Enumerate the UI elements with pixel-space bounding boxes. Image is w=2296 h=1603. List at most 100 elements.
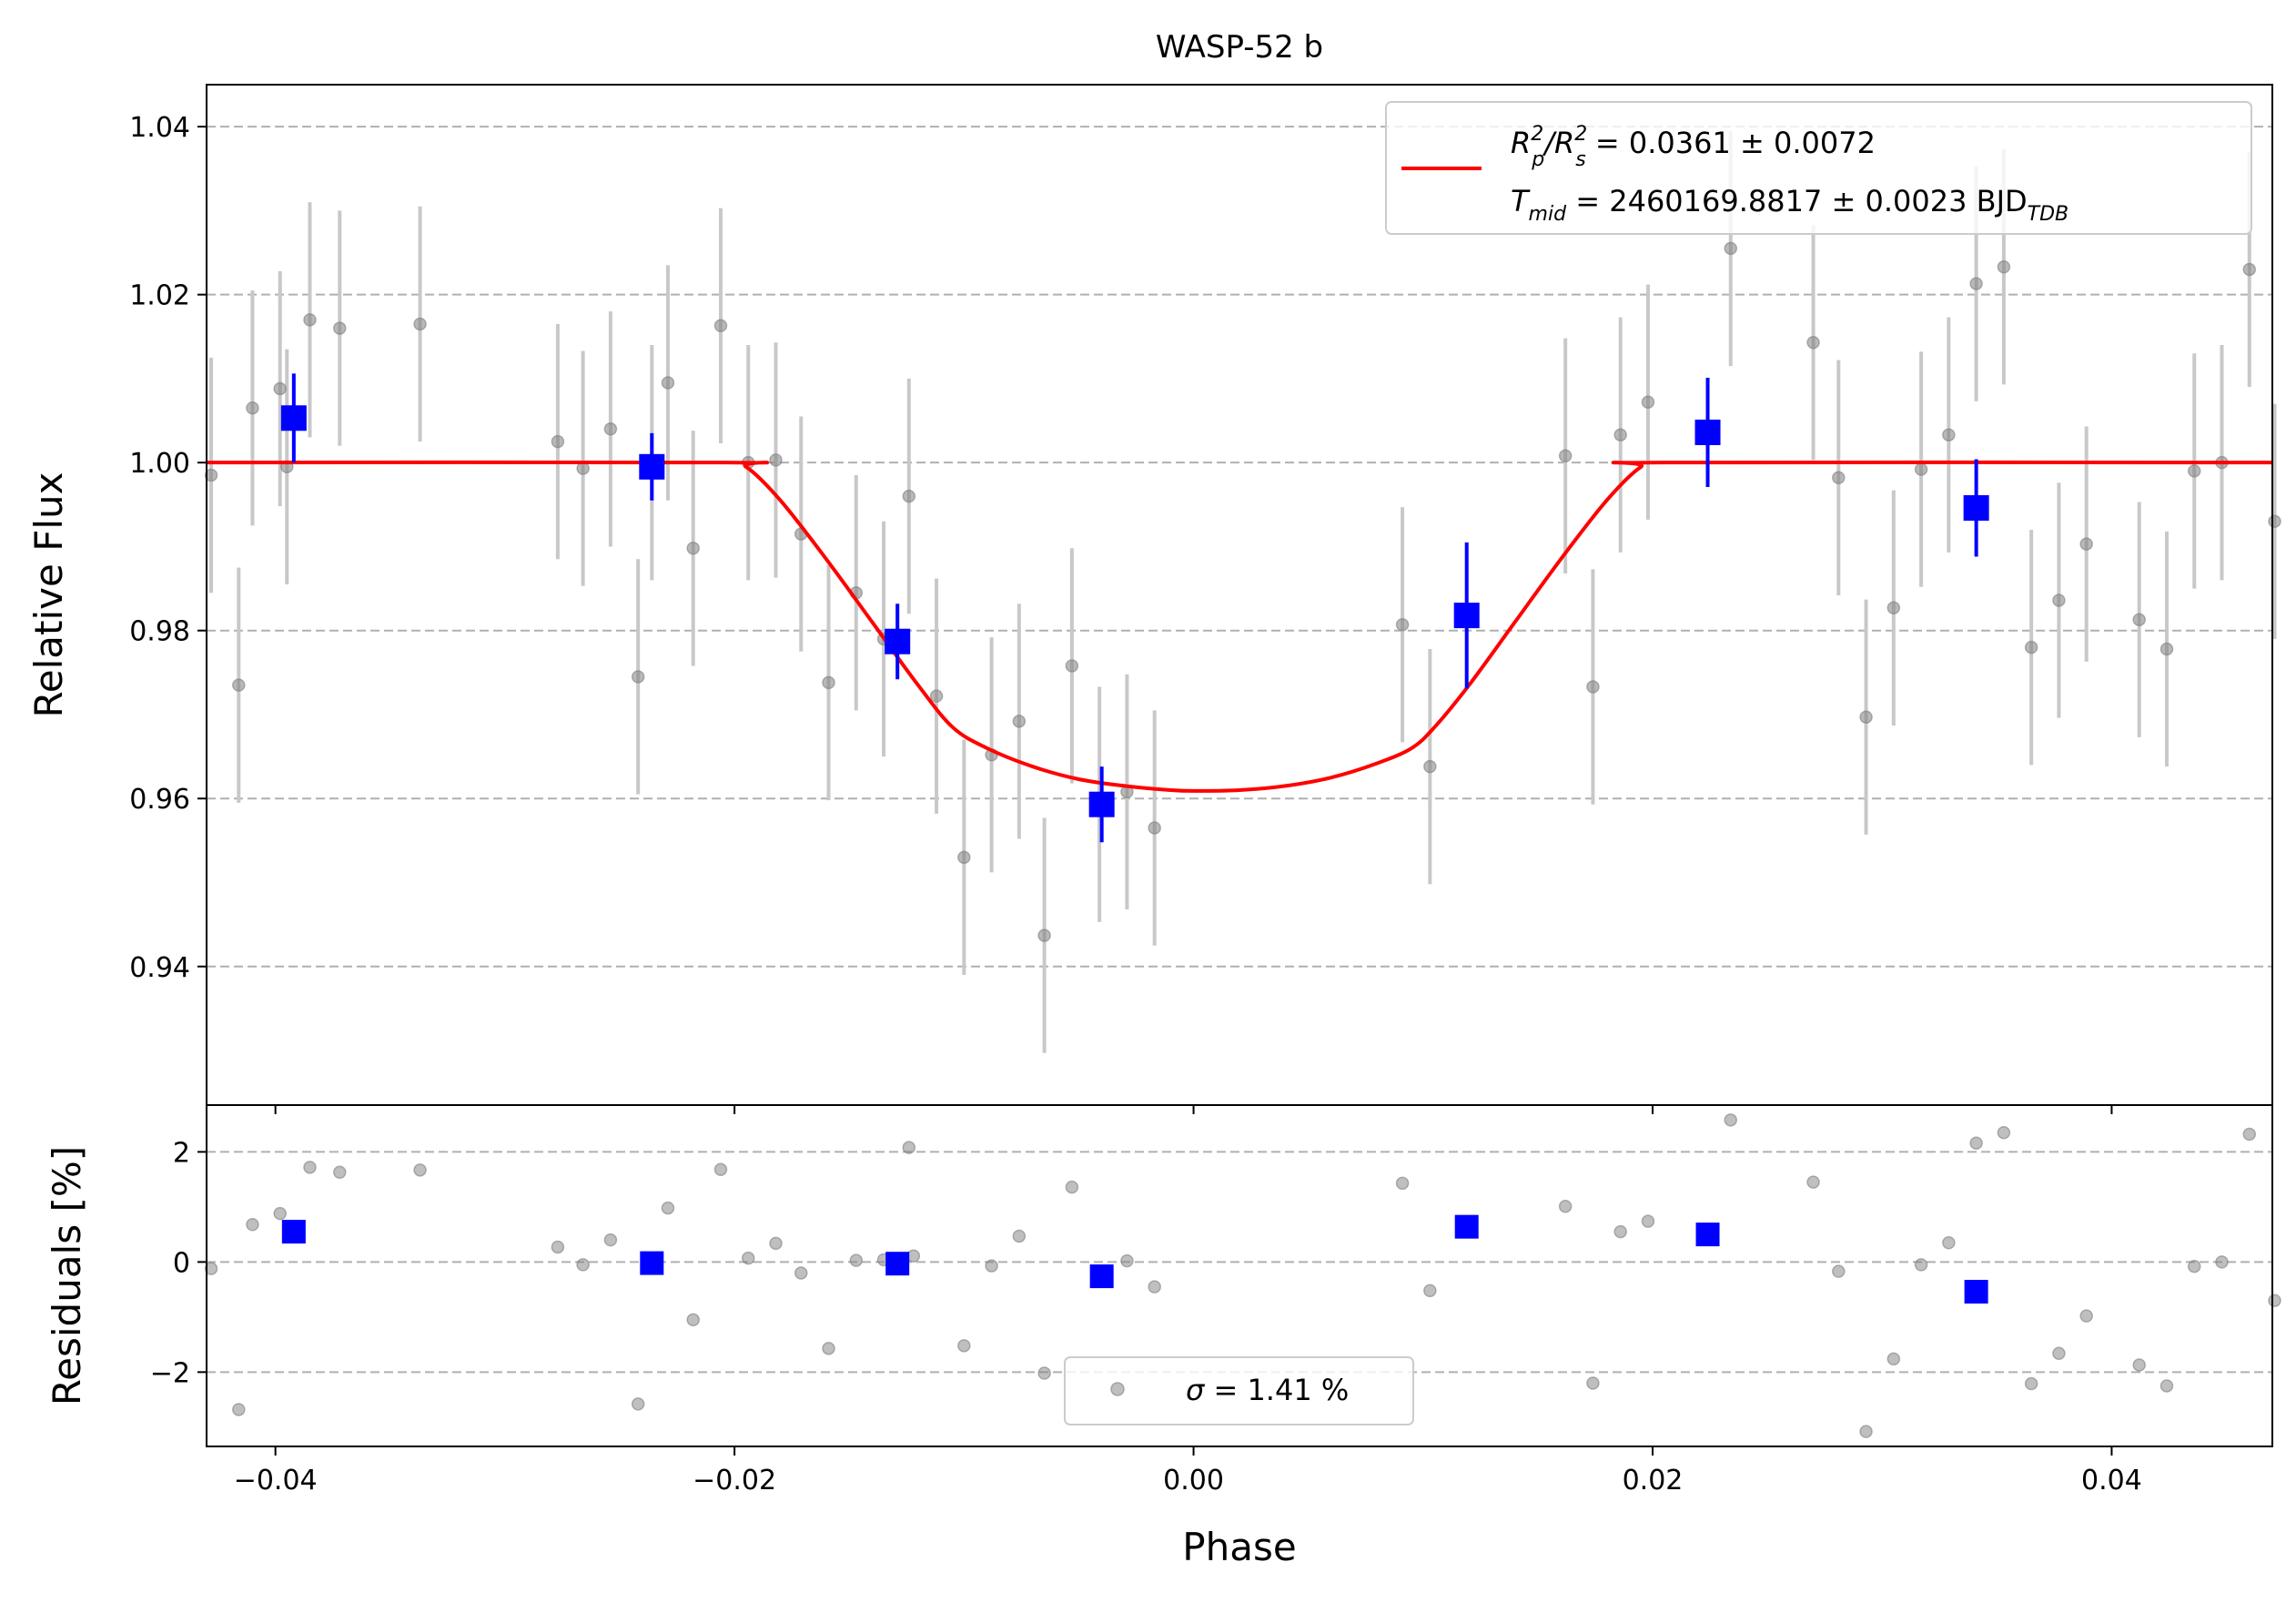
- residual-point: [1065, 1180, 1079, 1194]
- legend-depth-mid: /R: [1542, 126, 1574, 160]
- residuals-y-tick-label: −2: [150, 1357, 190, 1389]
- residual-point: [957, 1339, 971, 1353]
- residual-point: [1806, 1175, 1820, 1189]
- residual-point: [576, 1258, 590, 1272]
- binned-residual-point: [640, 1251, 664, 1275]
- binned-data-point: [1694, 419, 1721, 445]
- raw-data-point: [1423, 759, 1437, 774]
- raw-data-point: [1832, 471, 1846, 485]
- raw-data-point: [686, 542, 700, 555]
- legend-depth-sup1: 2: [1531, 123, 1543, 146]
- residuals-y-tick-label: 0: [173, 1247, 190, 1279]
- sigma-legend-text: σ = 1.41 %: [1186, 1373, 1349, 1407]
- raw-data-point: [2159, 642, 2174, 656]
- raw-data-point: [2024, 640, 2038, 654]
- residual-point: [232, 1403, 246, 1416]
- raw-data-point: [1997, 259, 2011, 274]
- raw-data-point: [1859, 710, 1873, 724]
- binned-data-point: [885, 628, 911, 654]
- residuals-panel: −2 0 2 −0.04 −0.02 0.00 0.02 0.04 Phase Residua…: [45, 1104, 2281, 1569]
- sigma-symbol: σ: [1186, 1373, 1206, 1407]
- y-tick-label: 0.94: [129, 952, 190, 984]
- raw-data-point: [1586, 680, 1600, 694]
- residuals-y-axis-label: Residuals [%]: [45, 1146, 89, 1405]
- residual-point: [2268, 1294, 2281, 1307]
- raw-data-point: [1148, 821, 1161, 835]
- model-legend: R2 p/R2 s = 0.0361 ± 0.0072 Tmid = 2460169…: [1385, 101, 2252, 235]
- residuals-frame: [206, 1104, 2273, 1447]
- raw-data-point: [2242, 262, 2257, 277]
- y-tick-label: 0.98: [129, 616, 190, 648]
- residual-point: [1423, 1283, 1437, 1298]
- x-axis-label: Phase: [1182, 1525, 1296, 1569]
- sigma-value: = 1.41 %: [1204, 1373, 1349, 1407]
- legend-tmid-tdb: TDB: [2028, 203, 2068, 226]
- binned-residual-point: [885, 1252, 910, 1276]
- x-tick-label: −0.02: [693, 1465, 776, 1496]
- sigma-legend-marker: [1110, 1382, 1125, 1396]
- residual-point: [1914, 1258, 1928, 1272]
- residual-point: [2242, 1127, 2257, 1141]
- residual-point: [1832, 1264, 1846, 1278]
- raw-data-point: [2187, 464, 2201, 478]
- residual-point: [769, 1236, 783, 1251]
- residual-point: [1886, 1352, 1901, 1366]
- residual-point: [1037, 1366, 1051, 1380]
- residual-point: [2079, 1309, 2093, 1323]
- raw-data-point: [2132, 613, 2146, 626]
- raw-data-point: [1395, 618, 1410, 632]
- raw-data-point: [303, 313, 317, 327]
- binned-residual-point: [281, 1220, 306, 1244]
- raw-data-point: [1012, 715, 1027, 728]
- legend-depth-sub1: p: [1531, 148, 1544, 171]
- residual-point: [1148, 1280, 1161, 1294]
- residual-point: [1120, 1253, 1134, 1268]
- raw-data-point: [1613, 428, 1627, 441]
- binned-residual-point: [1454, 1214, 1479, 1239]
- residual-point: [1613, 1224, 1627, 1239]
- raw-data-point: [769, 453, 783, 467]
- legend-tmid-text: Tmid = 2460169.8817 ± 0.0023 BJDTDB: [1511, 184, 2068, 226]
- residual-point: [2215, 1255, 2229, 1269]
- residual-point: [1641, 1214, 1655, 1228]
- raw-data-point: [551, 434, 565, 449]
- legend-depth-r: R: [1511, 126, 1531, 160]
- legend-tmid-value: = 2460169.8817 ± 0.0023 BJD: [1566, 184, 2028, 218]
- raw-data-point: [1037, 928, 1051, 942]
- raw-data-point: [661, 376, 675, 390]
- raw-data-point: [902, 489, 916, 503]
- residual-point: [686, 1313, 700, 1327]
- light-curve-axes: 0.94 0.96 0.98 1.00 1.02 1.04: [129, 84, 2273, 1114]
- raw-data-point: [2079, 537, 2093, 551]
- legend-tmid-sub: mid: [1529, 203, 1568, 226]
- light-curve-model: [206, 460, 2273, 793]
- y-tick-label: 1.00: [129, 448, 190, 480]
- y-tick-label: 1.04: [129, 112, 190, 144]
- binned-data-point: [1453, 603, 1480, 629]
- raw-data-point: [576, 462, 590, 475]
- residual-point: [303, 1161, 317, 1174]
- raw-data-point: [2052, 594, 2066, 607]
- binned-residual-point: [1964, 1280, 1988, 1304]
- raw-data-point: [1724, 241, 1738, 256]
- light-curve-binned-points: [280, 373, 1989, 843]
- legend-depth-sub2: s: [1575, 148, 1585, 171]
- residual-point: [2159, 1379, 2174, 1393]
- model-legend-box: [1385, 101, 2252, 235]
- raw-data-point: [713, 319, 728, 333]
- raw-data-point: [1065, 659, 1079, 673]
- x-tick-label: 0.04: [2081, 1465, 2142, 1496]
- raw-data-point: [413, 317, 427, 331]
- raw-data-point: [1806, 335, 1820, 350]
- raw-data-point: [957, 850, 971, 865]
- legend-depth-text: R2 p/R2 s = 0.0361 ± 0.0072: [1511, 123, 1876, 171]
- y-tick-label: 1.02: [129, 280, 190, 312]
- residual-point: [741, 1251, 755, 1265]
- raw-data-point: [2268, 514, 2281, 529]
- residual-point: [603, 1233, 618, 1247]
- residual-point: [2187, 1259, 2201, 1273]
- raw-data-point: [1914, 462, 1928, 476]
- residual-point: [1969, 1136, 1983, 1150]
